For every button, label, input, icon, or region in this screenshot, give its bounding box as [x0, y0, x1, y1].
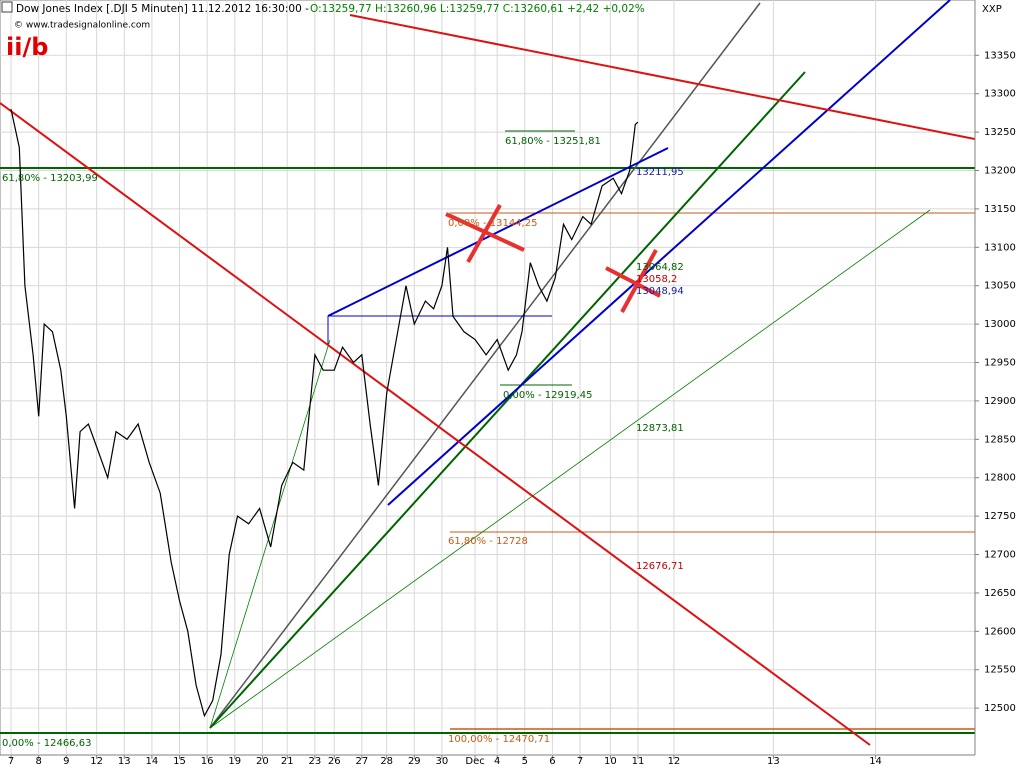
quote: O:13259,77 H:13260,96 L:13259,77 C:13260…: [310, 3, 645, 15]
x-tick-label: 23: [309, 756, 322, 767]
y-tick-label: 13250: [984, 127, 1016, 138]
x-tick-label: 14: [146, 756, 159, 767]
y-tick-label: 12850: [984, 434, 1016, 445]
annotation: 13064,82: [636, 262, 684, 273]
y-tick-label: 12600: [984, 626, 1016, 637]
chart-title: Dow Jones Index [.DJI 5 Minuten] 11.12.2…: [16, 3, 309, 15]
copyright: © www.tradesignalonline.com: [14, 21, 150, 31]
x-tick-label: 16: [201, 756, 214, 767]
annotation: 13048,94: [636, 286, 684, 297]
x-tick-label: 15: [173, 756, 186, 767]
chart-icon: [1, 1, 13, 13]
trend-line: [209, 2, 761, 729]
y-tick-label: 12950: [984, 358, 1016, 369]
price-line: [10, 108, 639, 718]
annotation: 61,80% - 13203,99: [2, 173, 98, 184]
plot-area: [0, 0, 976, 756]
trend-line: [209, 71, 806, 729]
fan-line: [209, 209, 931, 729]
x-tick-label: 29: [408, 756, 421, 767]
x-tick-label: 30: [436, 756, 449, 767]
x-tick-label: 14: [869, 756, 882, 767]
x-tick-label: Dec: [465, 756, 484, 767]
y-tick-label: 13100: [984, 242, 1016, 253]
cross-mark: [620, 249, 658, 313]
trend-lines: [0, 0, 1016, 746]
levels: [0, 130, 975, 734]
y-tick-label: 12650: [984, 588, 1016, 599]
series: [10, 108, 639, 718]
y-tick-label: 12550: [984, 665, 1016, 676]
y-tick-label: 12500: [984, 703, 1016, 714]
x-tick-label: 21: [281, 756, 294, 767]
y-tick-label: 13150: [984, 204, 1016, 215]
x-tick-label: 9: [63, 756, 69, 767]
annotation: 0,00% - 12466,63: [2, 738, 91, 749]
annotation: 100,00% - 12470,71: [448, 734, 550, 745]
x-tick-label: 12: [90, 756, 103, 767]
x-tick-label: 8: [35, 756, 41, 767]
channel-line: [387, 0, 951, 506]
x-tick-label: 28: [380, 756, 393, 767]
annotation: 12873,81: [636, 423, 684, 434]
y-tick-label: 13050: [984, 281, 1016, 292]
x-tick-label: 10: [604, 756, 617, 767]
axes: 1250012550126001265012700127501280012850…: [8, 50, 1016, 767]
y-tick-label: 12900: [984, 396, 1016, 407]
x-tick-label: 13: [767, 756, 780, 767]
y-tick-label: 12750: [984, 511, 1016, 522]
x-tick-label: 4: [494, 756, 500, 767]
x-tick-label: 11: [632, 756, 645, 767]
cross-mark: [466, 204, 502, 263]
y-tick-label: 13300: [984, 89, 1016, 100]
annotation: 61,80% - 12728: [448, 536, 528, 547]
x-tick-label: 19: [228, 756, 241, 767]
cross-mark: [605, 266, 661, 298]
grid: [0, 0, 975, 755]
y-tick-label: 13000: [984, 319, 1016, 330]
y-tick-label: 12700: [984, 550, 1016, 561]
y-tick-label: 12800: [984, 473, 1016, 484]
y-tick-label: 13350: [984, 50, 1016, 61]
x-tick-label: 12: [668, 756, 681, 767]
axis-title: XXP: [982, 4, 1002, 15]
channel-line: [327, 147, 669, 317]
annotation: 12676,71: [636, 561, 684, 572]
wave-label: ii/b: [6, 33, 48, 61]
trend-line: [0, 102, 871, 746]
x-tick-label: 6: [549, 756, 555, 767]
annotation: 13211,95: [636, 167, 684, 178]
x-tick-label: 26: [328, 756, 341, 767]
x-tick-label: 20: [256, 756, 269, 767]
y-tick-label: 13200: [984, 166, 1016, 177]
x-tick-label: 7: [577, 756, 583, 767]
annotations: 61,80% - 13251,81 61,80% - 13203,99 0,00% …: [2, 136, 684, 749]
markers: [445, 204, 661, 313]
x-tick-label: 5: [522, 756, 528, 767]
annotation: 61,80% - 13251,81: [505, 136, 601, 147]
annotation: 13058,2: [636, 274, 677, 285]
axis-area: [975, 0, 1024, 768]
x-tick-label: 13: [118, 756, 131, 767]
trend-line: [349, 14, 1016, 148]
x-tick-label: 7: [8, 756, 14, 767]
annotation: 0,00% - 12919,45: [503, 390, 592, 401]
x-tick-label: 27: [355, 756, 368, 767]
annotation: 0,00% - 13144,25: [448, 218, 537, 229]
